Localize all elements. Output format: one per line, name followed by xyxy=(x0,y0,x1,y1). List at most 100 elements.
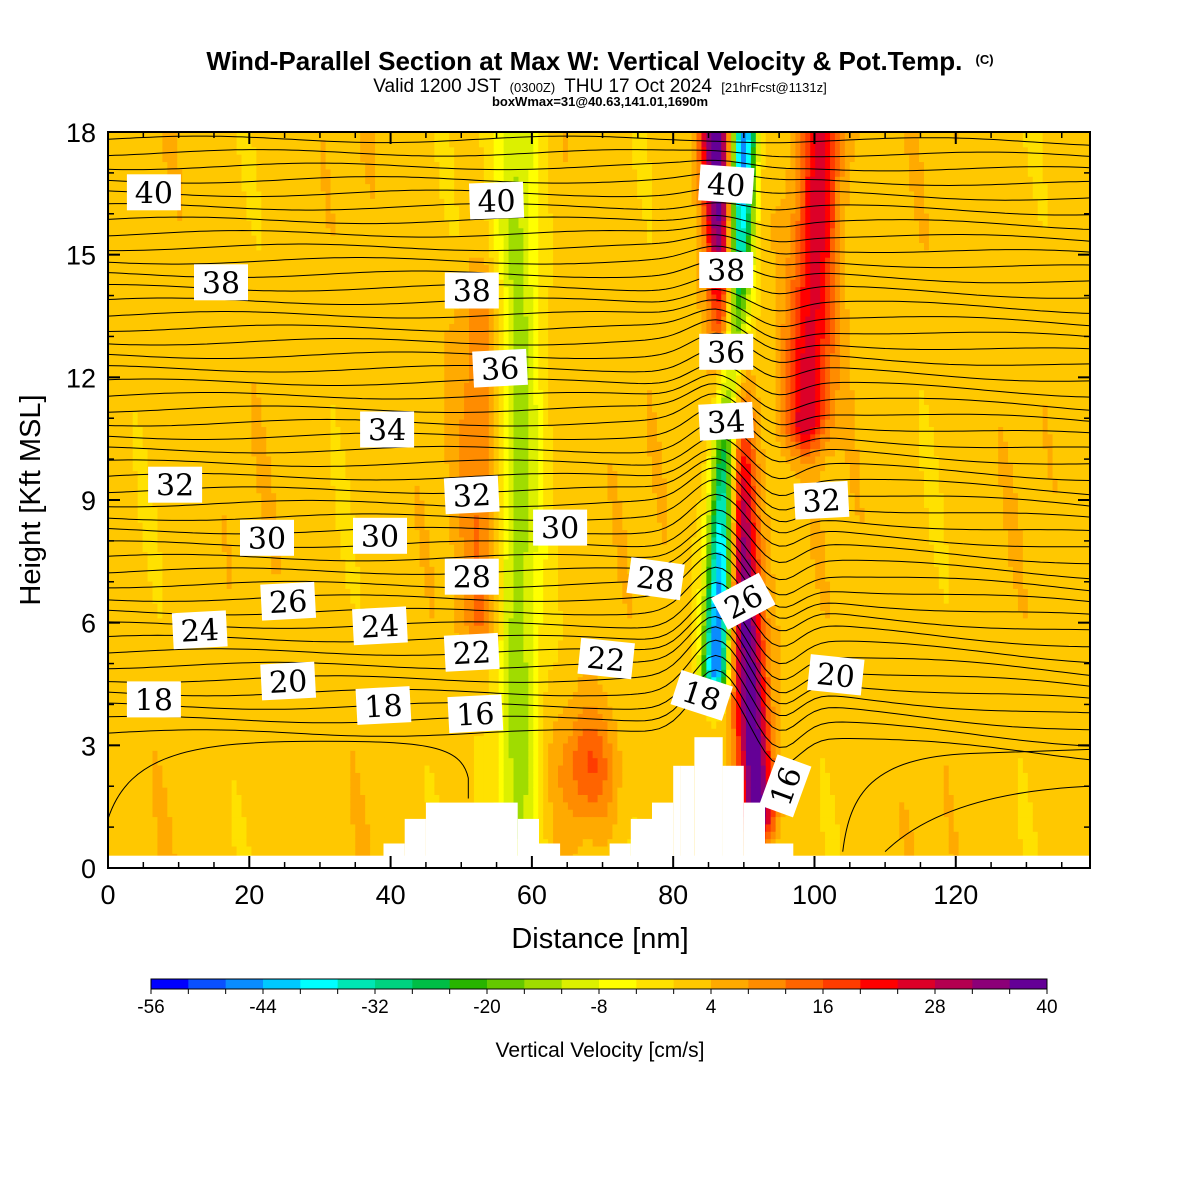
velocity-cell xyxy=(137,463,144,472)
velocity-cell xyxy=(172,728,178,737)
velocity-cell xyxy=(117,271,124,280)
velocity-cell xyxy=(261,787,267,795)
velocity-cell xyxy=(320,139,327,148)
velocity-cell xyxy=(182,720,188,729)
velocity-cell xyxy=(300,529,307,538)
velocity-cell xyxy=(187,168,193,177)
velocity-cell xyxy=(325,389,332,398)
velocity-cell xyxy=(251,345,257,354)
velocity-cell xyxy=(251,235,257,243)
velocity-cell xyxy=(281,279,287,288)
velocity-cell xyxy=(122,367,129,376)
velocity-cell xyxy=(305,316,312,324)
velocity-cell xyxy=(266,742,272,751)
velocity-cell xyxy=(142,168,149,177)
velocity-cell xyxy=(127,470,134,479)
velocity-cell xyxy=(167,411,173,420)
velocity-cell xyxy=(226,772,233,781)
velocity-cell xyxy=(236,809,243,818)
velocity-cell xyxy=(276,161,282,170)
velocity-cell xyxy=(315,212,322,221)
velocity-cell xyxy=(137,713,144,722)
velocity-cell xyxy=(236,676,243,685)
velocity-cell xyxy=(206,742,213,751)
velocity-cell xyxy=(345,676,351,685)
velocity-cell xyxy=(221,713,228,722)
velocity-cell xyxy=(221,477,228,486)
velocity-cell xyxy=(206,404,213,413)
velocity-cell xyxy=(345,787,351,795)
velocity-cell xyxy=(276,787,282,795)
velocity-cell xyxy=(182,794,188,803)
velocity-cell xyxy=(216,249,223,258)
velocity-cell xyxy=(197,242,203,251)
velocity-cell xyxy=(335,235,342,243)
velocity-cell xyxy=(290,470,297,479)
velocity-cell xyxy=(251,154,257,163)
velocity-cell xyxy=(340,588,346,597)
velocity-cell xyxy=(325,507,332,516)
velocity-cell xyxy=(112,684,119,692)
velocity-cell xyxy=(335,507,342,516)
velocity-cell xyxy=(271,330,277,339)
velocity-cell xyxy=(315,706,322,715)
velocity-cell xyxy=(142,500,149,508)
velocity-cell xyxy=(157,654,163,663)
velocity-cell xyxy=(167,161,173,170)
velocity-cell xyxy=(305,220,312,229)
velocity-cell xyxy=(266,764,272,773)
velocity-cell xyxy=(310,308,317,317)
velocity-cell xyxy=(137,323,144,332)
velocity-cell xyxy=(221,492,228,501)
velocity-cell xyxy=(221,352,228,361)
velocity-cell xyxy=(286,190,292,199)
velocity-cell xyxy=(157,220,163,229)
velocity-cell xyxy=(211,845,218,854)
velocity-cell xyxy=(172,566,178,575)
velocity-cell xyxy=(320,713,327,722)
velocity-cell xyxy=(290,706,297,715)
velocity-cell xyxy=(211,507,218,516)
velocity-cell xyxy=(117,367,124,376)
velocity-cell xyxy=(300,647,307,656)
velocity-cell xyxy=(266,419,272,427)
velocity-cell xyxy=(201,698,208,707)
velocity-cell xyxy=(226,132,233,140)
velocity-cell xyxy=(157,676,163,685)
velocity-cell xyxy=(286,654,292,663)
velocity-cell xyxy=(152,404,159,413)
velocity-cell xyxy=(276,558,282,567)
velocity-cell xyxy=(256,720,262,729)
velocity-cell xyxy=(127,772,134,781)
velocity-cell xyxy=(241,168,248,177)
velocity-cell xyxy=(295,389,302,398)
velocity-cell xyxy=(246,750,253,759)
velocity-cell xyxy=(310,235,317,243)
velocity-cell xyxy=(325,419,332,427)
velocity-cell xyxy=(261,242,267,251)
velocity-cell xyxy=(142,271,149,280)
velocity-cell xyxy=(152,507,159,516)
velocity-cell xyxy=(216,654,223,663)
velocity-cell xyxy=(241,316,248,324)
velocity-cell xyxy=(261,566,267,575)
velocity-cell xyxy=(320,566,327,575)
velocity-cell xyxy=(132,632,139,641)
velocity-cell xyxy=(201,448,208,457)
velocity-cell xyxy=(117,588,124,597)
velocity-cell xyxy=(112,720,119,729)
velocity-cell xyxy=(152,558,159,567)
velocity-cell xyxy=(112,227,119,236)
velocity-cell xyxy=(226,845,233,854)
velocity-cell xyxy=(157,433,163,442)
velocity-cell xyxy=(340,485,346,494)
velocity-cell xyxy=(108,316,114,324)
velocity-cell xyxy=(112,132,119,140)
velocity-cell xyxy=(231,684,238,692)
velocity-cell xyxy=(211,794,218,803)
velocity-cell xyxy=(132,661,139,670)
velocity-cell xyxy=(201,595,208,604)
velocity-cell xyxy=(256,801,262,810)
velocity-cell xyxy=(201,787,208,795)
velocity-cell xyxy=(330,146,337,155)
